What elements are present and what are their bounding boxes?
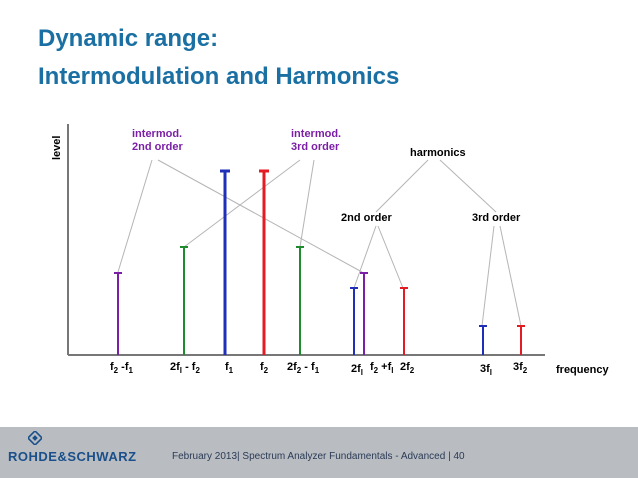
pointer-im3-a: [183, 159, 301, 248]
footer-text: February 2013| Spectrum Analyzer Fundame…: [172, 451, 465, 462]
label-intermod-2nd-line1: intermod.: [132, 128, 183, 140]
tick-f1: f1: [225, 361, 234, 376]
line-2f1-f2: [180, 246, 188, 355]
slide-title-line2: Intermodulation and Harmonics: [38, 63, 400, 90]
line-f2+f1: [360, 272, 368, 355]
tick-f2-f1: f2 -f1: [110, 361, 133, 376]
y-axis-label: level: [51, 135, 63, 160]
pointer-harm-b: [439, 159, 497, 213]
x-axis-label: frequency: [556, 364, 609, 376]
label-intermod-2nd: intermod. 2nd order: [132, 128, 183, 154]
tick-2f2: 2f2: [400, 361, 415, 376]
pointer-h2-a: [353, 225, 377, 289]
slide-title-line1: Dynamic range:: [38, 25, 219, 52]
label-intermod-3rd-line2: 3rd order: [291, 141, 340, 153]
pointer-im2-a: [117, 159, 153, 273]
tick-f2: f2: [260, 361, 269, 376]
spectral-lines: [114, 169, 525, 355]
annotation-lines: [117, 159, 522, 327]
pointer-h2-b: [377, 225, 404, 289]
company-logo-text: ROHDE&SCHWARZ: [8, 449, 137, 464]
line-2f2: [400, 287, 408, 355]
label-harmonic-2nd: 2nd order: [341, 212, 392, 224]
rohde-schwarz-logo-icon: [28, 431, 42, 445]
line-2f1: [350, 287, 358, 355]
tick-2f2-f1: 2f2 - f1: [287, 361, 320, 376]
label-intermod-2nd-line2: 2nd order: [132, 141, 183, 153]
line-f1: [220, 169, 230, 355]
tick-3f1: 3fl: [480, 363, 493, 378]
pointer-h3-b: [499, 225, 522, 327]
tick-2f1: 2fl: [351, 363, 364, 378]
pointer-harm-a: [375, 159, 429, 213]
line-f2: [259, 169, 269, 355]
line-3f1: [479, 325, 487, 355]
footer-bar: ROHDE&SCHWARZ February 2013| Spectrum An…: [0, 427, 638, 478]
label-harmonic-3rd: 3rd order: [472, 212, 521, 224]
pointer-im2-b: [157, 159, 363, 273]
tick-2f1-f2: 2fl - f2: [170, 361, 200, 376]
tick-3f2: 3f2: [513, 361, 528, 376]
label-harmonics: harmonics: [410, 147, 466, 159]
line-2f2-f1: [296, 246, 304, 355]
pointer-h3-a: [481, 225, 495, 327]
label-intermod-3rd: intermod. 3rd order: [291, 128, 341, 154]
pointer-im3-b: [299, 159, 315, 248]
line-f2-f1: [114, 272, 122, 355]
label-intermod-3rd-line1: intermod.: [291, 128, 342, 140]
line-3f2: [517, 325, 525, 355]
tick-f2+f1: f2 +fl: [370, 361, 394, 376]
